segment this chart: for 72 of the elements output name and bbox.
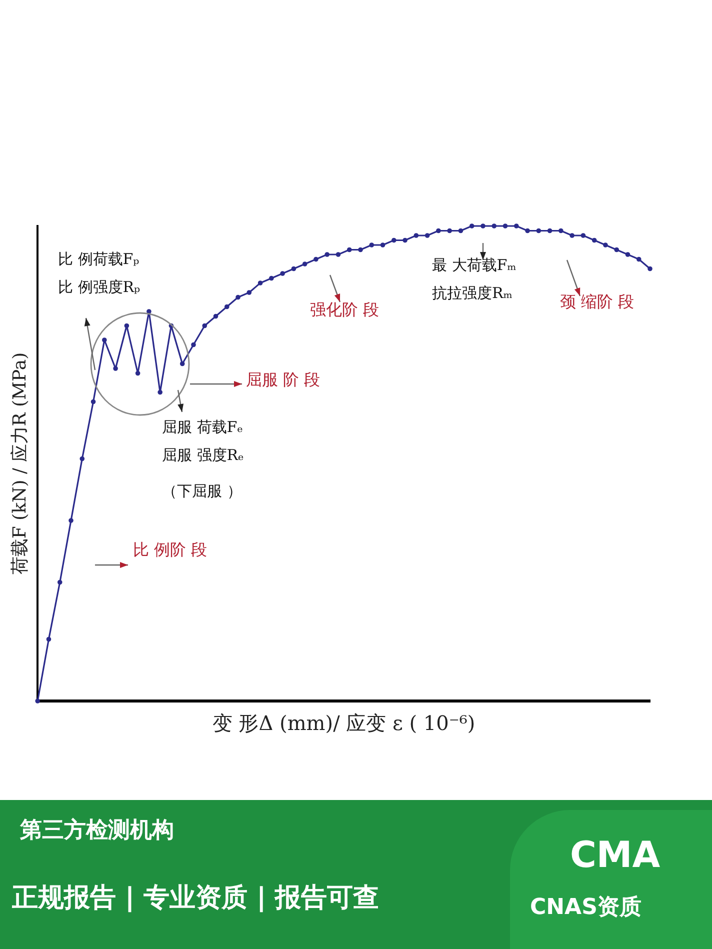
point [280,271,285,276]
annotation: 颈 缩阶 段 [560,292,634,313]
point [402,238,408,243]
annotation: 屈服 强度Rₑ [162,446,244,465]
point [358,247,363,252]
point [580,233,586,238]
point [592,238,597,243]
point [57,580,62,585]
point [369,242,374,248]
point [502,224,508,228]
point [146,309,152,314]
annotation: 强化阶 段 [310,300,380,321]
point [547,228,552,234]
point [191,342,196,348]
annotation: 比 例荷载Fₚ [58,250,140,269]
point [213,314,218,319]
point [302,262,308,266]
point [558,228,564,234]
point [603,242,608,248]
annotation: 比 例强度Rₚ [58,278,140,297]
point [514,224,519,228]
point [113,366,118,371]
point [258,280,263,286]
point [336,252,341,257]
point [625,252,630,257]
point [269,276,274,281]
annotation: 屈服 阶 段 [246,370,320,391]
annotation: 比 例阶 段 [133,540,208,561]
text: CMA [570,835,660,876]
point [246,290,252,295]
annotation: （下屈服 ） [162,482,242,501]
point [180,361,185,366]
point [480,224,486,228]
point [447,228,452,234]
point [236,294,240,300]
point [324,252,330,257]
point [525,228,530,234]
point [35,698,40,704]
point [102,338,107,342]
point [46,636,52,642]
annotation: 最 大荷载Fₘ [432,256,516,275]
x-axis-title: 变 形Δ (mm)/ 应变 ε ( 10⁻⁶) [212,711,476,736]
point [414,233,419,238]
annotation: 屈服 荷载Fₑ [162,418,243,437]
y-axis-title: 荷载F (kN) / 应力R (MPa) [9,352,30,575]
text: 正规报告 | 专业资质 | 报告可查 [12,882,380,915]
point [124,323,130,328]
point [135,370,140,376]
point [570,233,574,238]
point [314,256,318,262]
point [158,390,162,395]
point [636,256,642,262]
point [68,518,74,523]
point [469,224,474,228]
point [80,456,85,462]
point [392,238,396,243]
point [614,247,619,252]
point [202,323,208,328]
point [492,224,497,228]
point [90,399,96,404]
point [458,228,464,234]
point [648,266,652,272]
point [380,242,386,248]
text: 第三方检测机构 [20,816,174,845]
point [291,266,296,272]
text: CNAS资质 [530,894,642,922]
point [536,228,542,234]
point [436,228,441,234]
point [346,247,352,252]
point [424,233,430,238]
annotation: 抗拉强度Rₘ [432,284,512,303]
point [224,304,230,310]
